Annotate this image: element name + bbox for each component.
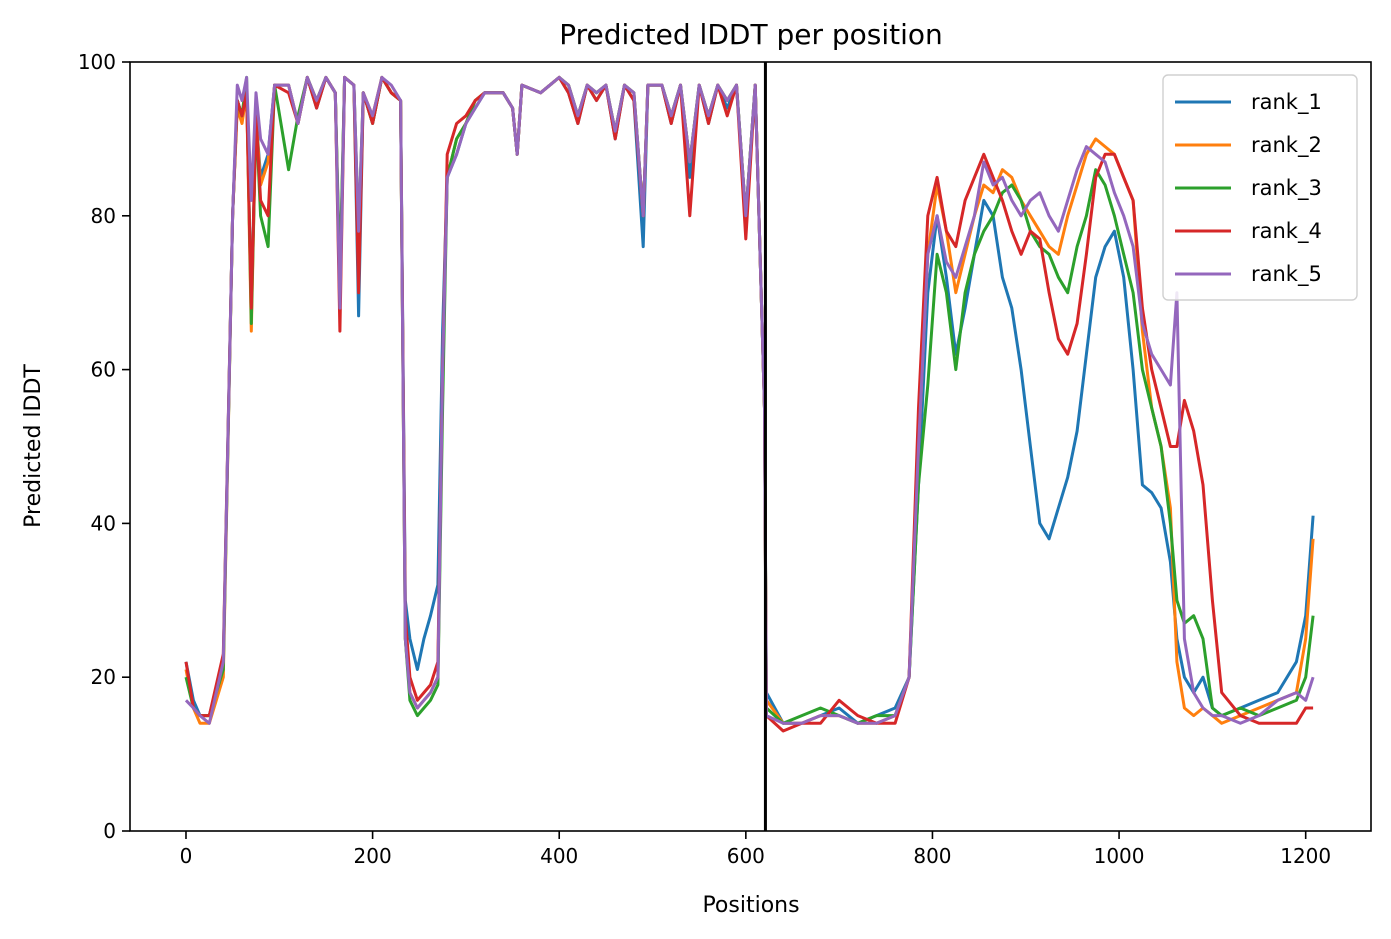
- y-tick-label: 60: [91, 358, 116, 382]
- y-tick-label: 40: [91, 511, 116, 535]
- y-tick-label: 100: [78, 50, 116, 74]
- legend-label-rank_5: rank_5: [1251, 262, 1322, 287]
- legend-label-rank_4: rank_4: [1251, 219, 1322, 244]
- x-axis-ticks: 0 200 400 600 800 1000 1200: [180, 831, 1331, 868]
- y-tick-label: 20: [91, 665, 116, 689]
- x-tick-label: 1200: [1280, 844, 1331, 868]
- chart-title: Predicted lDDT per position: [559, 18, 943, 51]
- x-tick-label: 400: [540, 844, 578, 868]
- legend-box: [1162, 74, 1358, 301]
- series-line-rank_5: [184, 75, 1315, 725]
- legend-label-rank_1: rank_1: [1251, 90, 1322, 115]
- y-axis-ticks: 0 20 40 60 80 100: [78, 50, 130, 843]
- x-axis-label: Positions: [702, 893, 799, 918]
- y-tick-label: 0: [103, 819, 116, 843]
- series-layer: [184, 75, 1315, 733]
- legend-label-rank_3: rank_3: [1251, 176, 1322, 201]
- x-tick-label: 1000: [1094, 844, 1145, 868]
- legend: rank_1 rank_2 rank_3 rank_4 rank_5: [1162, 74, 1358, 301]
- plot-frame: [129, 61, 1372, 832]
- y-tick-label: 80: [91, 204, 116, 228]
- legend-label-rank_2: rank_2: [1251, 133, 1322, 158]
- x-tick-label: 200: [354, 844, 392, 868]
- x-tick-label: 0: [180, 844, 193, 868]
- y-axis-label: Predicted lDDT: [21, 364, 46, 528]
- x-tick-label: 800: [913, 844, 951, 868]
- x-tick-label: 600: [727, 844, 765, 868]
